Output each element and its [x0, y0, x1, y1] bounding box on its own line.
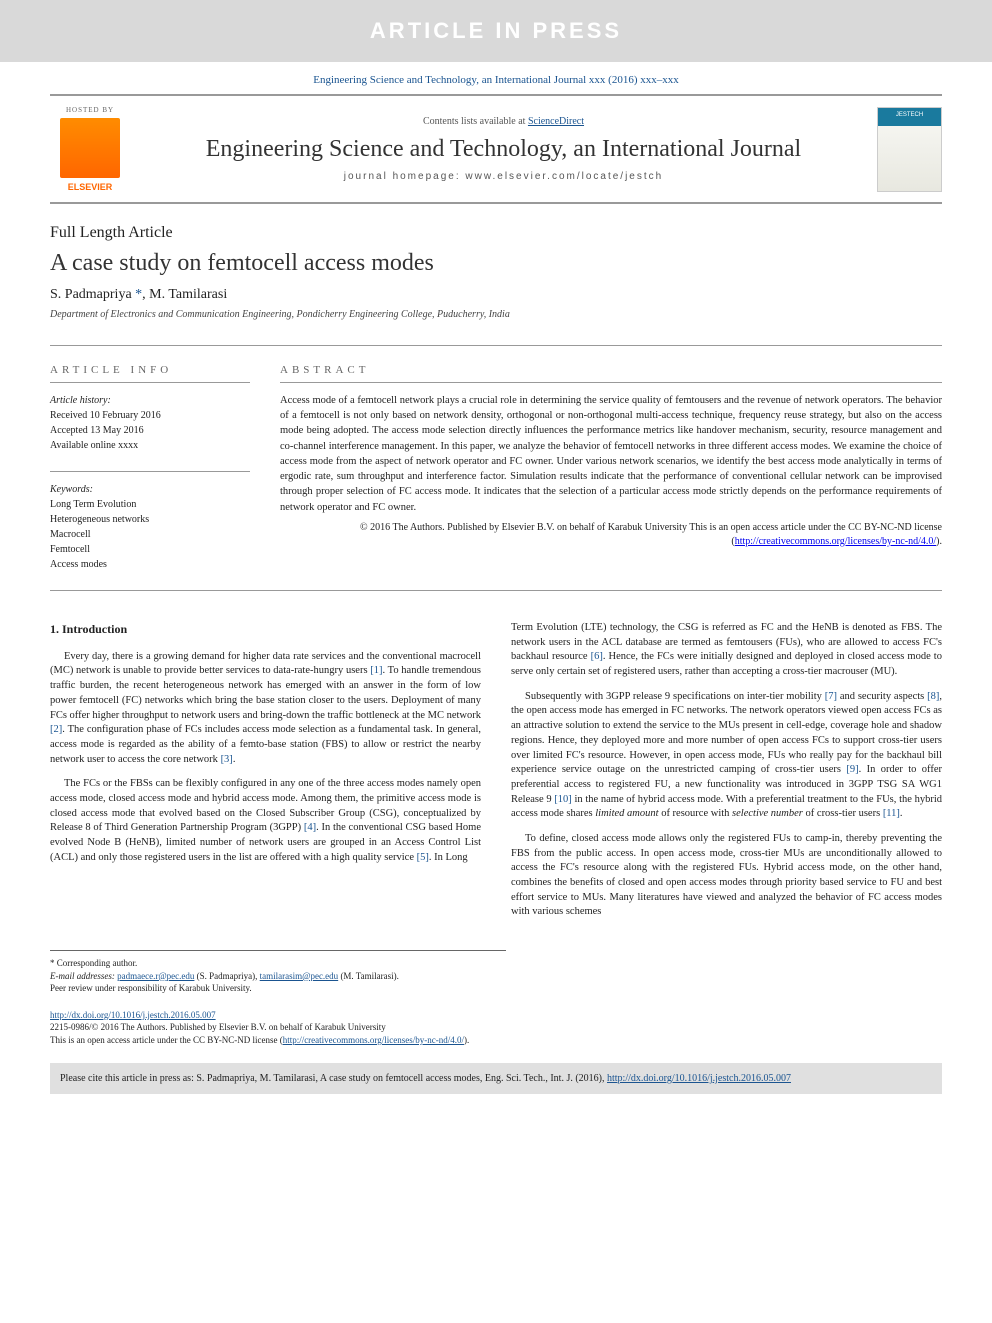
intro-heading: 1. Introduction [50, 621, 481, 638]
keyword: Femtocell [50, 542, 250, 557]
press-banner-text: ARTICLE IN PRESS [370, 18, 622, 43]
doi-block: http://dx.doi.org/10.1016/j.jestch.2016.… [50, 1009, 942, 1047]
contents-line: Contents lists available at ScienceDirec… [130, 116, 877, 127]
elsevier-logo-block: HOSTED BY ELSEVIER [50, 106, 130, 192]
peer-review-note: Peer review under responsibility of Kara… [50, 982, 506, 995]
received-date: Received 10 February 2016 [50, 408, 250, 423]
journal-cover-thumbnail: JESTECH [877, 107, 942, 192]
email-link[interactable]: tamilarasim@pec.edu [260, 971, 339, 981]
article-info-label: ARTICLE INFO [50, 364, 250, 383]
abstract-text: Access mode of a femtocell network plays… [280, 393, 942, 515]
journal-homepage: journal homepage: www.elsevier.com/locat… [130, 171, 877, 182]
body-paragraph: Every day, there is a growing demand for… [50, 650, 481, 768]
copyright-text: © 2016 The Authors. Published by Elsevie… [280, 521, 942, 549]
keyword: Heterogeneous networks [50, 512, 250, 527]
cover-header: JESTECH [878, 108, 941, 126]
ref-link[interactable]: [9] [846, 764, 858, 775]
license-link[interactable]: http://creativecommons.org/licenses/by-n… [735, 536, 936, 547]
authors: S. Padmapriya *, M. Tamilarasi [50, 287, 942, 303]
body-paragraph: Subsequently with 3GPP release 9 specifi… [511, 690, 942, 822]
license-link[interactable]: http://creativecommons.org/licenses/by-n… [283, 1035, 464, 1045]
available-date: Available online xxxx [50, 438, 250, 453]
article-info-column: ARTICLE INFO Article history: Received 1… [50, 364, 250, 572]
abstract-label: ABSTRACT [280, 364, 942, 383]
footnotes: * Corresponding author. E-mail addresses… [50, 950, 506, 995]
keywords-label: Keywords: [50, 482, 250, 497]
citation-top: Engineering Science and Technology, an I… [0, 62, 992, 94]
corresponding-note: * Corresponding author. [50, 957, 506, 970]
article-title: A case study on femtocell access modes [50, 250, 942, 277]
ref-link[interactable]: [3] [221, 754, 233, 765]
email-line: E-mail addresses: padmaece.r@pec.edu (S.… [50, 970, 506, 983]
keyword: Long Term Evolution [50, 497, 250, 512]
article-in-press-banner: ARTICLE IN PRESS [0, 0, 992, 62]
journal-header: HOSTED BY ELSEVIER Contents lists availa… [50, 94, 942, 204]
abstract-column: ABSTRACT Access mode of a femtocell netw… [280, 364, 942, 572]
elsevier-tree-icon [60, 118, 120, 178]
ref-link[interactable]: [2] [50, 724, 62, 735]
hosted-by-label: HOSTED BY [50, 106, 130, 114]
keywords-block: Keywords: Long Term Evolution Heterogene… [50, 482, 250, 572]
body-column-right: Term Evolution (LTE) technology, the CSG… [511, 621, 942, 930]
ref-link[interactable]: [1] [370, 665, 382, 676]
journal-name: Engineering Science and Technology, an I… [130, 135, 877, 164]
issn-line: 2215-0986/© 2016 The Authors. Published … [50, 1022, 386, 1032]
ref-link[interactable]: [5] [417, 852, 429, 863]
ref-link[interactable]: [7] [825, 691, 837, 702]
history-block: Article history: Received 10 February 20… [50, 393, 250, 453]
body-paragraph: To define, closed access mode allows onl… [511, 832, 942, 920]
keyword: Macrocell [50, 527, 250, 542]
history-label: Article history: [50, 393, 250, 408]
sciencedirect-link[interactable]: ScienceDirect [528, 116, 584, 127]
cite-box: Please cite this article in press as: S.… [50, 1063, 942, 1094]
ref-link[interactable]: [6] [591, 651, 603, 662]
affiliation: Department of Electronics and Communicat… [50, 309, 942, 320]
article-type: Full Length Article [50, 224, 942, 242]
body-column-left: 1. Introduction Every day, there is a gr… [50, 621, 481, 930]
cite-doi-link[interactable]: http://dx.doi.org/10.1016/j.jestch.2016.… [607, 1073, 791, 1084]
keyword: Access modes [50, 557, 250, 572]
ref-link[interactable]: [10] [554, 794, 572, 805]
info-abstract-row: ARTICLE INFO Article history: Received 1… [50, 345, 942, 591]
cover-body [878, 126, 941, 191]
doi-link[interactable]: http://dx.doi.org/10.1016/j.jestch.2016.… [50, 1010, 216, 1020]
ref-link[interactable]: [11] [883, 808, 900, 819]
body-paragraph: The FCs or the FBSs can be flexibly conf… [50, 777, 481, 865]
elsevier-name: ELSEVIER [50, 182, 130, 192]
email-link[interactable]: padmaece.r@pec.edu [117, 971, 194, 981]
ref-link[interactable]: [8] [927, 691, 939, 702]
body-paragraph: Term Evolution (LTE) technology, the CSG… [511, 621, 942, 680]
accepted-date: Accepted 13 May 2016 [50, 423, 250, 438]
journal-center: Contents lists available at ScienceDirec… [130, 116, 877, 183]
body-columns: 1. Introduction Every day, there is a gr… [50, 621, 942, 930]
ref-link[interactable]: [4] [304, 822, 316, 833]
